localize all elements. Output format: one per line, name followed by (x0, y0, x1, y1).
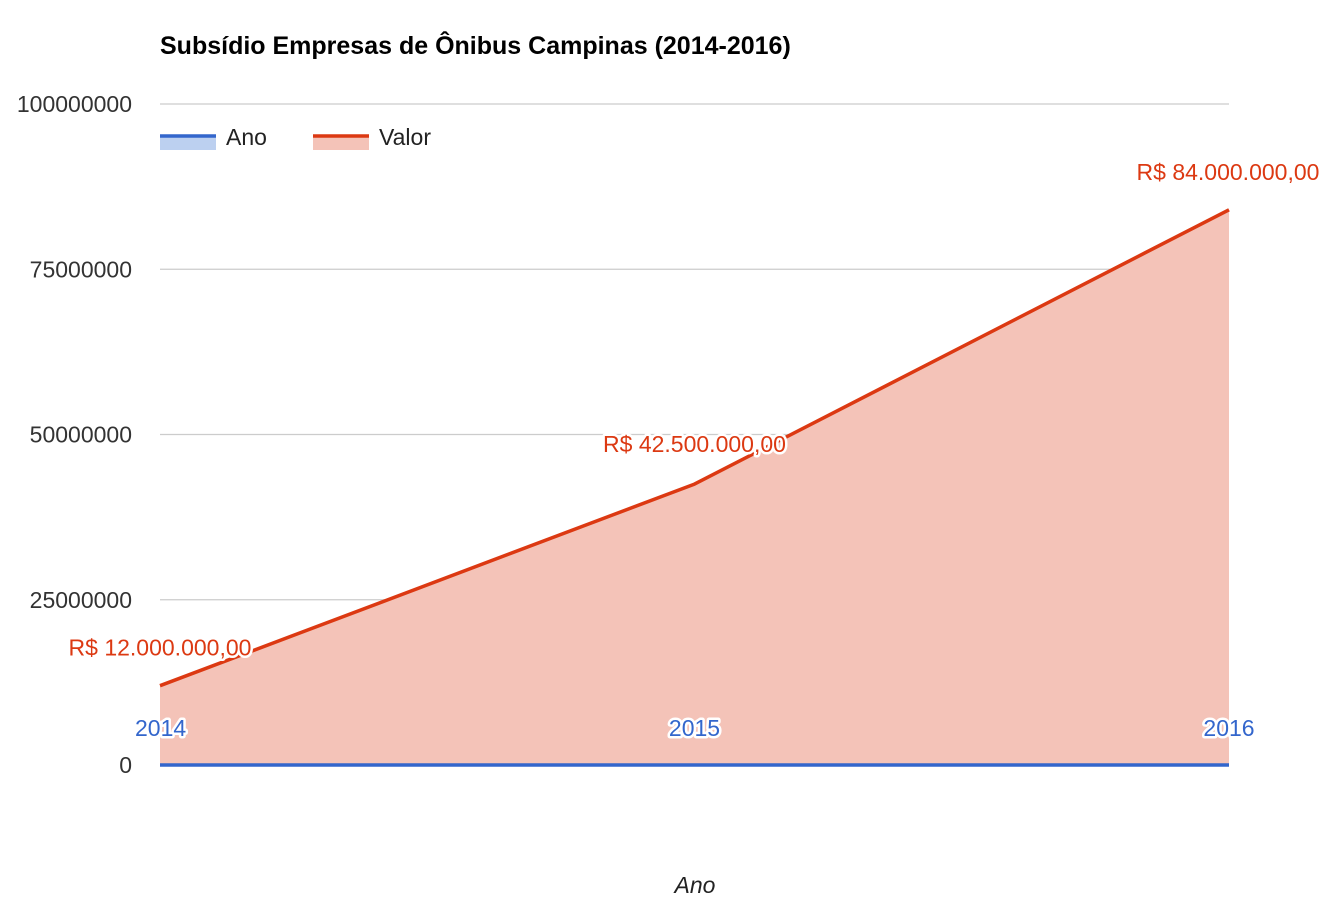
data-label-ano: 2014 (135, 715, 186, 741)
y-tick-label: 0 (119, 752, 132, 778)
x-axis-label: Ano (673, 872, 716, 898)
series-lines (159, 208, 1230, 767)
y-tick-label: 75000000 (30, 256, 132, 282)
legend-label: Ano (226, 124, 267, 150)
y-tick-label: 50000000 (30, 422, 132, 448)
legend-swatch-fill (160, 135, 216, 150)
data-label-ano: 2016 (1203, 715, 1254, 741)
y-axis-ticks: 0 25000000 50000000 75000000 100000000 (17, 91, 132, 778)
y-tick-label: 25000000 (30, 587, 132, 613)
data-label-valor: R$ 42.500.000,00 (603, 431, 786, 457)
legend-label: Valor (379, 124, 431, 150)
data-label-valor: R$ 12.000.000,00 (69, 635, 252, 661)
series-line-valor (159, 208, 1230, 688)
data-label-valor: R$ 84.000.000,00 (1137, 159, 1320, 185)
legend-swatch-fill (313, 135, 369, 150)
y-tick-label: 100000000 (17, 91, 132, 117)
data-label-ano: 2015 (669, 715, 720, 741)
legend: Ano Valor (160, 124, 431, 150)
chart-title: Subsídio Empresas de Ônibus Campinas (20… (160, 30, 791, 60)
data-labels: 2014 2015 2016 R$ 12.000.000,00 R$ 42.500.00… (66, 156, 1322, 743)
